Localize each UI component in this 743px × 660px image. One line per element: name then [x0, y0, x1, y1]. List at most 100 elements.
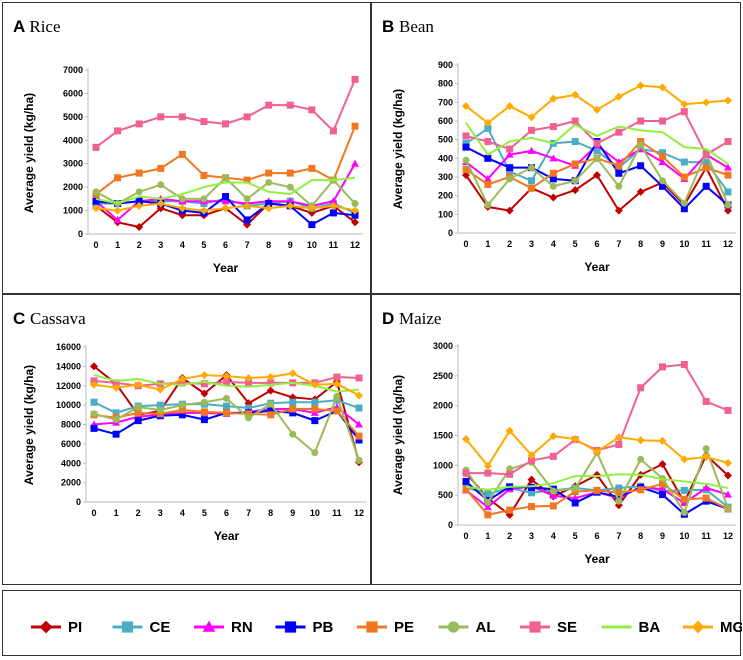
- legend-item-mg: MG: [683, 619, 742, 636]
- legend-swatch-marker: [284, 621, 297, 633]
- data-point-al: [702, 445, 710, 453]
- data-point-mg: [199, 206, 208, 215]
- data-point-se: [506, 145, 514, 153]
- y-tick-label: 2500: [433, 371, 453, 381]
- panel-letter: D: [382, 309, 399, 328]
- data-point-pb: [484, 154, 492, 162]
- data-point-se: [484, 469, 492, 477]
- data-point-pe: [462, 485, 470, 493]
- data-point-rn: [702, 484, 711, 492]
- y-tick-label: 200: [438, 191, 453, 201]
- x-tick-label: 4: [180, 508, 185, 518]
- data-point-pe: [593, 486, 601, 494]
- y-tick-label: 1500: [433, 431, 453, 441]
- data-point-al: [506, 175, 514, 183]
- data-point-rn: [505, 150, 514, 158]
- legend-item-pe: PE: [357, 619, 414, 636]
- data-point-se: [637, 384, 645, 392]
- y-axis-label: Average yield (kg/ha): [391, 89, 405, 209]
- data-point-se: [308, 106, 316, 114]
- data-point-se: [506, 470, 514, 478]
- legend-swatch-marker: [691, 620, 705, 634]
- data-point-pi: [266, 386, 275, 395]
- x-tick-label: 6: [594, 531, 599, 541]
- x-tick-label: 11: [701, 531, 711, 541]
- data-point-al: [200, 398, 208, 406]
- x-tick-label: 7: [616, 531, 621, 541]
- data-point-ce: [223, 402, 230, 410]
- data-point-ce: [702, 158, 710, 166]
- data-point-mg: [310, 380, 319, 389]
- data-point-ce: [680, 158, 688, 166]
- x-axis-label: Year: [213, 261, 239, 275]
- data-point-pe: [484, 511, 492, 519]
- y-tick-label: 12000: [56, 381, 81, 391]
- x-tick-label: 12: [723, 531, 733, 541]
- panel-title: Bean: [399, 17, 434, 36]
- data-point-ce: [506, 167, 514, 175]
- data-point-pe: [528, 503, 535, 511]
- y-tick-label: 2000: [433, 401, 453, 411]
- y-tick-label: 900: [438, 60, 453, 70]
- data-point-se: [222, 120, 229, 128]
- data-point-mg: [244, 374, 253, 382]
- data-point-se: [724, 138, 732, 146]
- y-tick-label: 3000: [63, 159, 83, 169]
- data-point-mg: [702, 452, 711, 461]
- series-ba: [95, 176, 356, 205]
- legend-item-ce: CE: [112, 619, 170, 636]
- data-point-al: [355, 456, 363, 464]
- y-tick-label: 3000: [433, 341, 453, 351]
- data-point-se: [92, 143, 100, 151]
- legend-swatch-marker: [366, 621, 378, 633]
- x-axis-label: Year: [214, 529, 240, 543]
- data-point-pe: [506, 506, 514, 514]
- data-point-ce: [156, 401, 164, 409]
- data-point-pe: [243, 176, 251, 184]
- data-point-pe: [659, 152, 666, 160]
- series-al: [462, 445, 732, 516]
- data-point-mg: [527, 451, 536, 460]
- data-point-pe: [134, 409, 142, 417]
- y-tick-label: 500: [438, 135, 453, 145]
- data-point-se: [680, 360, 688, 368]
- data-point-pb: [92, 197, 100, 205]
- data-point-rn: [329, 197, 338, 205]
- data-point-mg: [680, 455, 689, 464]
- data-point-mg: [462, 102, 470, 111]
- data-point-pe: [462, 166, 470, 174]
- x-axis-label: Year: [584, 552, 610, 566]
- legend-item-ba: BA: [601, 619, 661, 636]
- panel-cassava: C Cassava 0 2000 4000 6000 8000 10000 12000 1400…: [2, 294, 371, 585]
- legend-label: BA: [639, 619, 661, 636]
- data-point-mg: [571, 435, 580, 444]
- data-point-pi: [462, 171, 470, 180]
- data-point-mg: [286, 201, 295, 210]
- y-tick-label: 0: [78, 229, 83, 239]
- series-se: [462, 360, 732, 478]
- legend-swatch-marker: [202, 620, 216, 632]
- panel-label: B Bean: [382, 17, 434, 36]
- data-point-pb: [702, 182, 710, 190]
- series-rn: [92, 159, 359, 223]
- data-point-pe: [156, 410, 164, 418]
- data-point-pb: [680, 205, 688, 213]
- data-point-ce: [528, 177, 535, 185]
- data-point-pb: [637, 162, 645, 170]
- data-point-pe: [289, 405, 297, 413]
- data-point-se: [329, 127, 337, 135]
- legend-swatch-marker: [447, 621, 460, 633]
- data-point-se: [659, 363, 666, 371]
- data-point-mg: [483, 118, 492, 127]
- y-tick-label: 600: [438, 116, 453, 126]
- y-tick-label: 4000: [63, 135, 83, 145]
- data-point-ce: [528, 489, 535, 497]
- data-point-al: [135, 188, 143, 196]
- data-point-ce: [659, 149, 666, 157]
- data-point-pe: [200, 171, 208, 179]
- data-point-ce: [112, 409, 120, 417]
- legend-swatch-marker: [39, 620, 53, 634]
- y-tick-label: 700: [438, 97, 453, 107]
- x-tick-label: 1: [485, 239, 490, 249]
- data-point-se: [200, 380, 208, 388]
